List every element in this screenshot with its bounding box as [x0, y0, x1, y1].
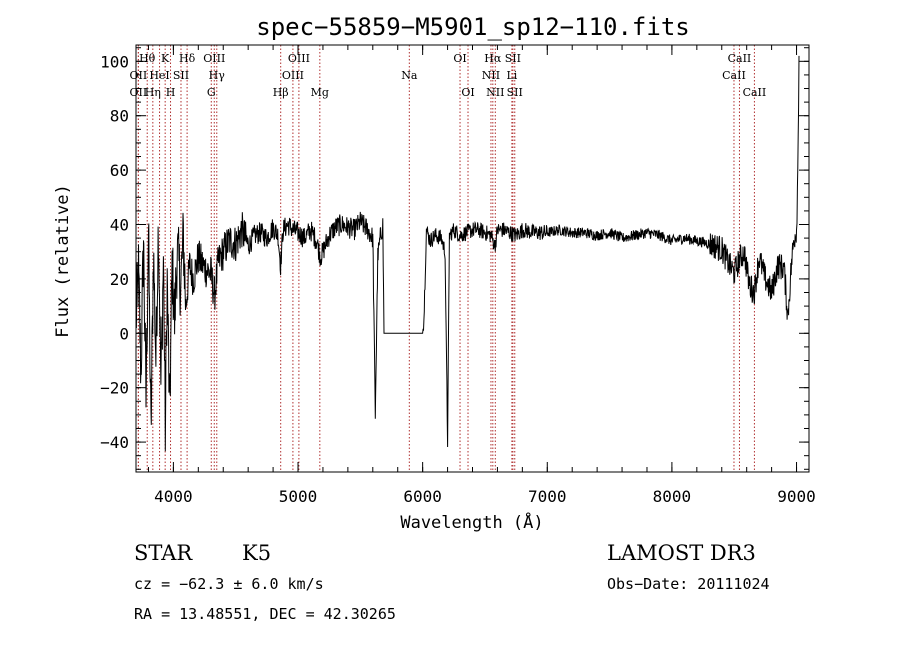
spectral-line-label: NII: [482, 69, 500, 82]
y-axis-ticks: −40 −20 0 20 40 60 80 100: [100, 47, 809, 470]
y-tick-label: 0: [119, 324, 129, 343]
y-tick-label: −20: [100, 379, 129, 398]
spectral-line-label: H: [166, 86, 176, 99]
y-axis-label: Flux (relative): [53, 184, 73, 338]
spectral-line-label: SII: [505, 52, 521, 65]
spectral-line-label: CaII: [722, 69, 746, 82]
flux-series: [135, 55, 800, 452]
observation-date: Obs−Date: 20111024: [607, 575, 770, 593]
x-tick-label: 6000: [403, 487, 442, 506]
spectral-line-label: OI: [461, 86, 474, 99]
x-tick-label: 9000: [777, 487, 816, 506]
survey-name: LAMOST DR3: [607, 541, 756, 565]
spectral-line-label: HeI: [149, 69, 169, 82]
spectral-line-label: OII: [130, 69, 148, 82]
x-tick-label: 5000: [279, 487, 318, 506]
y-tick-label: 60: [110, 161, 129, 180]
x-tick-label: 7000: [528, 487, 567, 506]
spectral-line-label: G: [207, 86, 216, 99]
spectral-line-label: Mg: [311, 86, 329, 99]
coordinates: RA = 13.48551, DEC = 42.30265: [134, 605, 396, 623]
x-axis-ticks: 4000 5000 6000 7000 8000 9000: [147, 45, 816, 506]
x-tick-label: 4000: [154, 487, 193, 506]
plot-axes: [135, 44, 810, 473]
spectral-line-label: SII: [173, 69, 189, 82]
spectral-line-label: OII: [130, 86, 148, 99]
spectral-line-label: K: [161, 52, 170, 65]
y-tick-label: 20: [110, 270, 129, 289]
y-tick-label: 80: [110, 107, 129, 126]
spectral-line-label: Na: [401, 69, 418, 82]
y-tick-label: 100: [100, 52, 129, 71]
flux-line-path: [135, 55, 800, 452]
x-axis-label: Wavelength (Å): [400, 511, 543, 533]
chart-title: spec−55859−M5901_sp12−110.fits: [256, 13, 689, 41]
y-tick-label: −40: [100, 433, 129, 452]
spectral-line-label: OIII: [203, 52, 225, 65]
spectral-line-label: OI: [453, 52, 466, 65]
spectral-line-label: Hθ: [139, 52, 156, 65]
y-tick-label: 40: [110, 216, 129, 235]
spectral-line-label: Li: [506, 69, 517, 82]
redshift-velocity: cz = −62.3 ± 6.0 km/s: [134, 575, 324, 593]
object-subclass: K5: [242, 541, 271, 565]
x-tick-label: 8000: [653, 487, 692, 506]
spectral-line-label: OIII: [282, 69, 304, 82]
spectral-line-label: CaII: [743, 86, 767, 99]
spectral-line-label: Hβ: [273, 86, 289, 99]
object-type: STAR: [134, 541, 193, 565]
spectral-line-label: NII: [486, 86, 504, 99]
spectral-line-label: Hα: [484, 52, 502, 65]
spectral-line-markers: [137, 45, 755, 472]
spectral-line-label: OIII: [288, 52, 310, 65]
spectral-line-label: CaII: [728, 52, 752, 65]
spectral-line-label: Hδ: [179, 52, 196, 65]
spectral-line-label: Hγ: [209, 69, 226, 82]
spectral-line-label: SII: [507, 86, 523, 99]
plot-frame: [135, 44, 810, 473]
spectral-line-label: Hη: [145, 86, 161, 99]
